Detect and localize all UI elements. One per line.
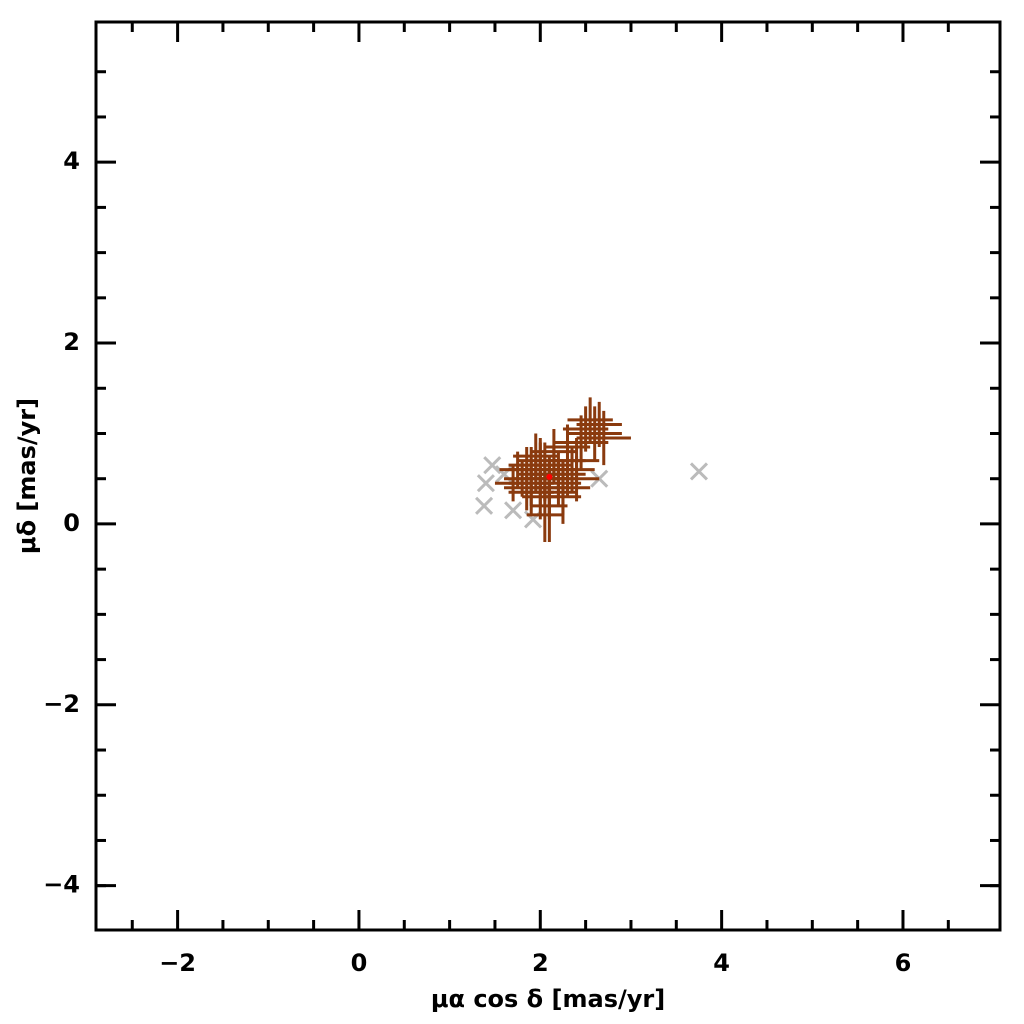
error-cross — [567, 397, 613, 443]
error-cross — [508, 447, 554, 493]
error-cross — [494, 465, 532, 502]
error-cross — [526, 487, 563, 543]
y-tick-label: 2 — [63, 328, 80, 356]
error-cross — [549, 442, 586, 479]
x-tick-label: 4 — [713, 949, 730, 977]
error-cross — [513, 433, 559, 479]
x-tick-label: 2 — [532, 949, 549, 977]
x-tick-label: 0 — [351, 949, 368, 977]
x-tick-label: −2 — [159, 949, 196, 977]
error-cross — [567, 406, 622, 461]
y-tick-label: −2 — [43, 690, 80, 718]
rejected-point — [689, 462, 709, 481]
x-tick-label: 6 — [895, 949, 912, 977]
error-cross — [531, 460, 568, 515]
y-axis-label: μδ [mas/yr] — [13, 398, 41, 554]
y-tick-label: −4 — [43, 871, 80, 899]
y-tick-label: 0 — [63, 509, 80, 537]
error-cross — [562, 406, 609, 452]
mean-point — [546, 473, 553, 480]
x-axis-label: μα cos δ [mas/yr] — [431, 985, 665, 1013]
error-cross — [517, 442, 563, 488]
y-tick-label: 4 — [63, 147, 80, 175]
rejected-point — [475, 496, 494, 515]
error-cross — [540, 460, 577, 497]
rejected-point — [483, 456, 502, 475]
rejected-point — [476, 474, 495, 493]
rejected-point — [504, 501, 523, 520]
error-cross — [576, 401, 622, 448]
rejected-point — [590, 469, 609, 488]
plot-frame — [94, 20, 1002, 932]
